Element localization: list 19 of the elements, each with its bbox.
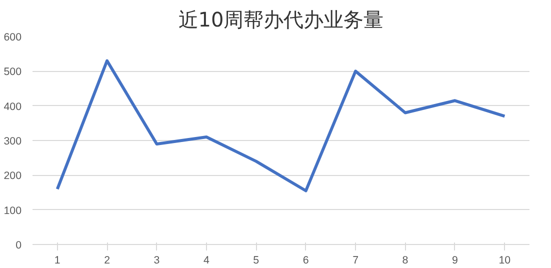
x-tick-label: 1 [54, 254, 60, 266]
x-tick-label: 5 [253, 254, 260, 266]
y-tick-label: 300 [4, 136, 22, 148]
y-tick-label: 500 [4, 66, 22, 78]
y-tick-label: 600 [4, 32, 22, 44]
x-tick-label: 2 [104, 254, 110, 266]
chart-title: 近10周帮办代办业务量 [178, 8, 384, 32]
x-tick-label: 9 [452, 254, 458, 266]
y-tick-label: 200 [4, 170, 22, 182]
x-tick-label: 7 [352, 254, 359, 266]
line-series [56, 59, 506, 192]
y-tick-label: 0 [16, 240, 22, 252]
x-tick-label: 6 [302, 254, 309, 266]
x-tick-label: 3 [154, 254, 160, 266]
y-tick-label: 100 [4, 204, 22, 217]
y-tick-label: 400 [4, 100, 22, 113]
x-tick-label: 10 [498, 254, 511, 266]
x-tick-label: 4 [203, 254, 210, 266]
x-tick-label: 8 [402, 254, 408, 266]
